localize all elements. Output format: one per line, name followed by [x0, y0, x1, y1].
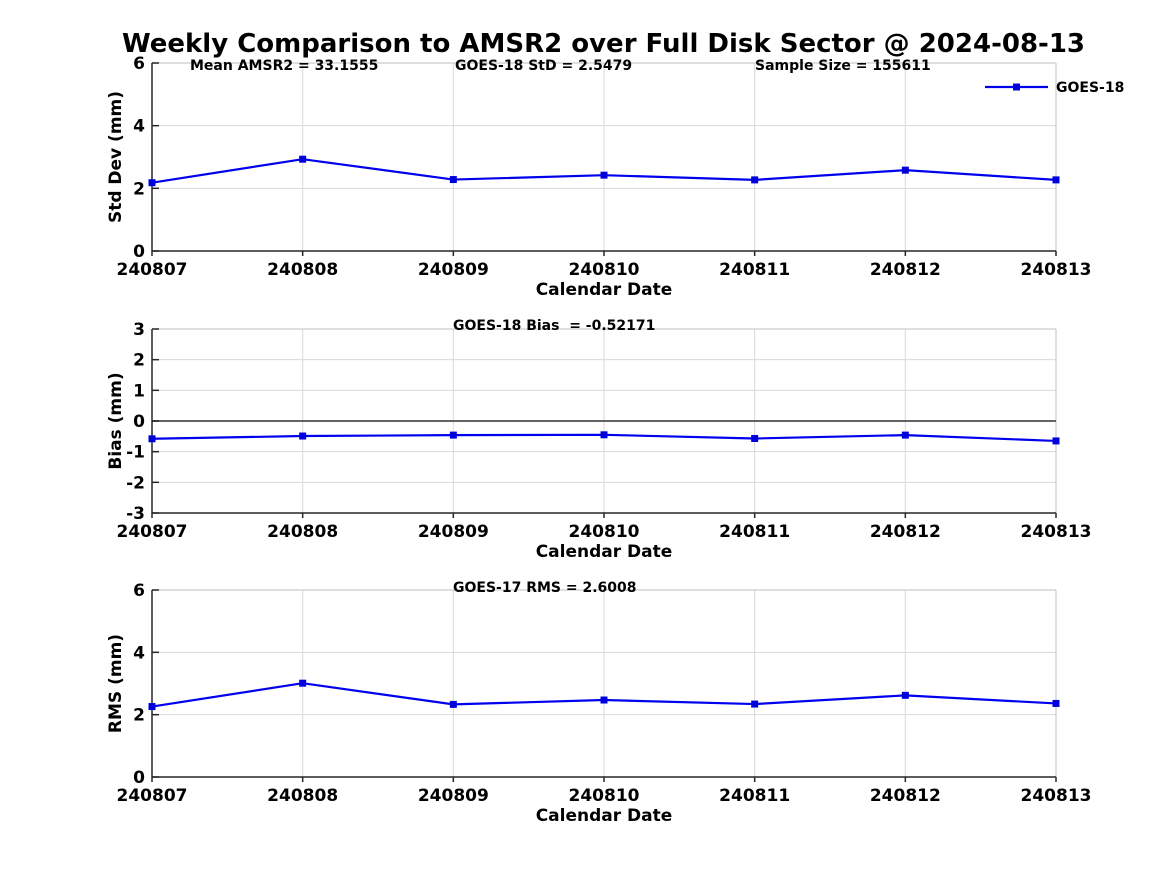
x-tick-label: 240812 — [870, 786, 941, 806]
annotation: GOES-18 Bias = -0.52171 — [453, 318, 655, 334]
x-tick-label: 240811 — [719, 786, 790, 806]
data-point-marker — [299, 155, 307, 163]
data-point-marker — [751, 700, 759, 708]
data-point-marker — [901, 691, 909, 699]
annotation: Sample Size = 155611 — [755, 58, 931, 74]
x-tick-label: 240812 — [870, 260, 941, 280]
x-tick-label: 240813 — [1021, 786, 1092, 806]
annotation: Mean AMSR2 = 33.1555 — [190, 58, 378, 74]
x-tick-label: 240809 — [418, 522, 489, 542]
x-tick-label: 240811 — [719, 522, 790, 542]
x-tick-label: 240809 — [418, 786, 489, 806]
y-tick-label: 0 — [133, 242, 145, 262]
annotation: GOES-17 RMS = 2.6008 — [453, 580, 637, 596]
y-tick-label: 6 — [133, 581, 145, 601]
y-axis-label: Std Dev (mm) — [106, 91, 126, 223]
data-point-marker — [600, 696, 608, 704]
data-point-marker — [901, 166, 909, 174]
x-tick-label: 240812 — [870, 522, 941, 542]
y-tick-label: -2 — [126, 473, 145, 493]
y-tick-label: 4 — [133, 643, 145, 663]
data-point-marker — [600, 431, 608, 439]
data-point-marker — [148, 703, 156, 711]
x-tick-label: 240807 — [117, 522, 188, 542]
data-point-marker — [901, 431, 909, 439]
rms-plot: 0 2 4 6 240807 240808 240809 240810 240811 240812… — [106, 580, 1091, 826]
x-tick-label: 240807 — [117, 260, 188, 280]
data-point-marker — [1052, 176, 1060, 184]
x-tick-label: 240813 — [1021, 260, 1092, 280]
x-tick-label: 240808 — [267, 522, 338, 542]
x-tick-label: 240807 — [117, 786, 188, 806]
data-point-marker — [751, 176, 759, 184]
x-tick-label: 240810 — [569, 786, 640, 806]
data-point-marker — [1052, 699, 1060, 707]
data-point-marker — [449, 431, 457, 439]
y-tick-label: 3 — [133, 320, 145, 340]
data-point-marker — [148, 435, 156, 443]
y-tick-label: 2 — [133, 351, 145, 371]
x-tick-label: 240809 — [418, 260, 489, 280]
y-tick-label: 2 — [133, 706, 145, 726]
y-tick-label: 6 — [133, 54, 145, 74]
data-point-marker — [1052, 437, 1060, 445]
x-tick-label: 240810 — [569, 260, 640, 280]
data-point-marker — [449, 176, 457, 184]
y-axis-label: RMS (mm) — [106, 634, 126, 733]
annotation: GOES-18 StD = 2.5479 — [455, 58, 632, 74]
y-tick-label: 0 — [133, 412, 145, 432]
y-tick-label: 1 — [133, 381, 145, 401]
x-axis-label: Calendar Date — [536, 806, 673, 826]
x-tick-label: 240808 — [267, 260, 338, 280]
y-tick-label: -3 — [126, 504, 145, 524]
data-point-marker — [299, 432, 307, 440]
data-point-marker — [449, 700, 457, 708]
data-point-marker — [600, 171, 608, 179]
std-dev-plot: 0 2 4 6 240807 240808 240809 240810 240811 240812… — [106, 54, 1124, 300]
figure-title: Weekly Comparison to AMSR2 over Full Dis… — [121, 29, 1086, 59]
y-tick-label: 2 — [133, 179, 145, 199]
data-point-marker — [299, 679, 307, 687]
x-tick-label: 240811 — [719, 260, 790, 280]
data-point-marker — [148, 179, 156, 187]
x-axis-label: Calendar Date — [536, 542, 673, 562]
data-point-marker — [751, 434, 759, 442]
y-tick-label: 4 — [133, 117, 145, 137]
legend-label: GOES-18 — [1056, 80, 1124, 96]
bias-plot: -3 -2 -1 0 1 2 3 240807 240808 240809 240810 240811… — [106, 318, 1091, 562]
y-tick-label: -1 — [126, 443, 145, 463]
y-axis-label: Bias (mm) — [106, 372, 126, 469]
x-axis-label: Calendar Date — [536, 280, 673, 300]
legend-marker — [1013, 83, 1020, 91]
x-tick-label: 240810 — [569, 522, 640, 542]
legend: GOES-18 — [985, 80, 1124, 96]
x-tick-label: 240813 — [1021, 522, 1092, 542]
y-tick-label: 0 — [133, 768, 145, 788]
x-tick-label: 240808 — [267, 786, 338, 806]
